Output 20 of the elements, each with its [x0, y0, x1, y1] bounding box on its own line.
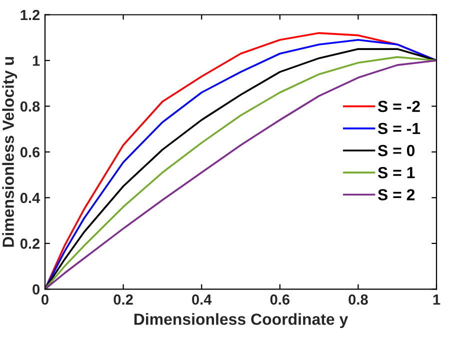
x-tick-label: 0.2	[114, 294, 133, 305]
legend-label: S = 2	[378, 189, 415, 200]
y-tick-label: 1.2	[20, 10, 40, 20]
legend-label: S = 0	[378, 144, 415, 156]
y-tick-label: 0.6	[20, 147, 40, 158]
y-axis-title: Dimensionless Velocity u	[2, 57, 18, 247]
x-axis-title: Dimensionless Coordinate y	[134, 313, 348, 328]
x-tick-label: 1	[433, 294, 440, 305]
y-tick-label: 0.4	[20, 192, 40, 204]
y-tick-label: 1	[32, 56, 40, 66]
y-tick-label: 0.8	[20, 101, 40, 112]
legend-label: S = -1	[378, 122, 420, 134]
x-tick-label: 0.4	[192, 294, 212, 305]
y-tick-label: 0	[32, 284, 40, 295]
y-tick-label: 0.2	[20, 238, 40, 249]
legend-label: S = -2	[378, 100, 420, 112]
legend-label: S = 1	[378, 167, 415, 178]
x-tick-label: 0.8	[348, 294, 368, 305]
x-tick-label: 0.6	[270, 294, 290, 305]
x-tick-label: 0	[42, 294, 48, 305]
